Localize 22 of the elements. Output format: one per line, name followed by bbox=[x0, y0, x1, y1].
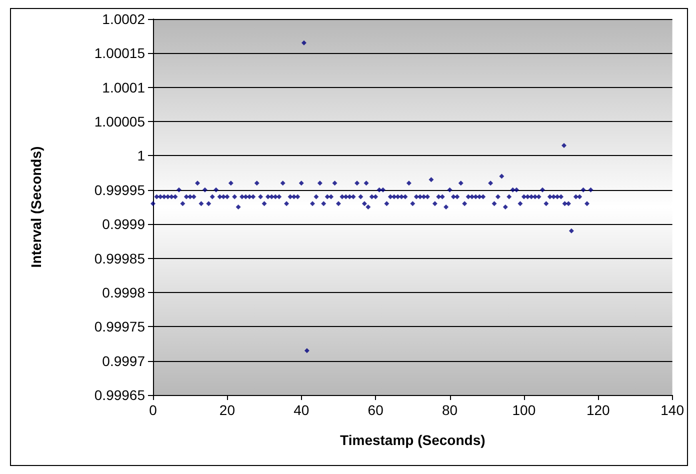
y-tick-label: 0.9997 bbox=[102, 352, 146, 369]
y-tick-label: 0.99965 bbox=[94, 387, 146, 403]
x-tick-label: 140 bbox=[660, 402, 684, 418]
x-tick-label: 60 bbox=[368, 402, 384, 418]
y-axis-title: Interval (Seconds) bbox=[28, 146, 44, 268]
y-tick-label: 1.00005 bbox=[94, 114, 146, 130]
y-tick-label: 1.0002 bbox=[102, 11, 146, 27]
y-tick-label: 0.9999 bbox=[102, 216, 146, 232]
x-tick-label: 20 bbox=[219, 402, 236, 418]
y-tick-label: 1.00015 bbox=[94, 45, 146, 62]
x-axis-title: Timestamp (Seconds) bbox=[340, 432, 486, 448]
y-tick-label: 1.0001 bbox=[102, 79, 146, 96]
y-tick-label: 0.9998 bbox=[102, 284, 146, 300]
y-tick-label: 0.99975 bbox=[94, 318, 146, 335]
x-tick-label: 0 bbox=[149, 402, 158, 418]
x-tick-label: 40 bbox=[294, 402, 310, 418]
y-tick-label: 0.99995 bbox=[94, 182, 146, 198]
y-tick-label: 1 bbox=[137, 148, 146, 164]
x-tick-label: 80 bbox=[442, 402, 458, 418]
x-tick-label: 100 bbox=[512, 402, 536, 418]
x-tick-label: 120 bbox=[586, 402, 610, 418]
y-tick-label: 0.99985 bbox=[94, 250, 146, 266]
